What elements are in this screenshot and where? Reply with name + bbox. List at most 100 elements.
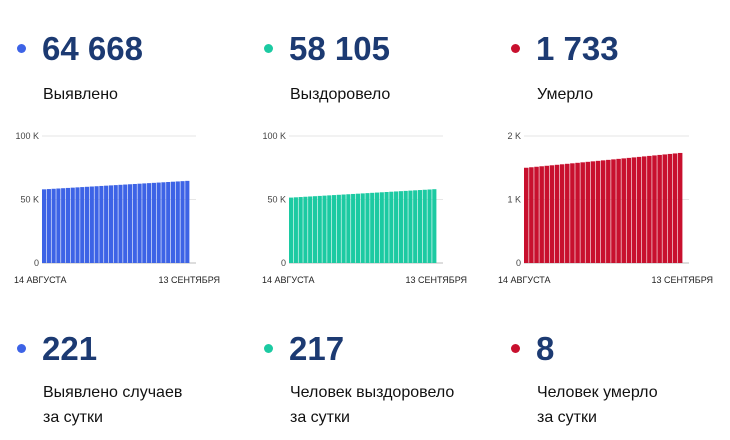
recovered-bar	[379, 192, 384, 263]
detected-label: Выявлено	[43, 86, 118, 103]
died-bar	[621, 158, 626, 263]
recovered-y-tick-label: 50 K	[267, 195, 286, 205]
detected-bar	[161, 182, 166, 263]
recovered-y-tick-label: 0	[281, 258, 286, 268]
died-bar	[554, 164, 560, 263]
detected-bar	[89, 186, 94, 263]
recovered-total: 58 105	[289, 30, 390, 67]
detected-bar	[137, 183, 142, 263]
died-label: Умерло	[537, 86, 594, 103]
died-bar	[534, 166, 539, 263]
detected-bar	[56, 188, 61, 263]
recovered-bar	[312, 196, 318, 263]
died-daily-value: 8	[536, 330, 555, 367]
detected-bar	[156, 182, 161, 263]
died-bar	[631, 157, 637, 263]
recovered-daily-label-2: за сутки	[290, 409, 350, 426]
died-daily-label-2: за сутки	[537, 409, 597, 426]
died-y-tick-label: 1 K	[507, 195, 521, 205]
detected-bar	[151, 182, 156, 263]
died-bar	[657, 154, 662, 263]
recovered-bar	[417, 190, 423, 263]
died-daily-dot-icon	[511, 344, 520, 353]
died-bar	[636, 156, 642, 263]
died-dot-icon	[511, 44, 520, 53]
recovered-bar	[336, 194, 341, 263]
recovered-bar	[398, 191, 403, 263]
detected-bar	[51, 188, 56, 263]
detected-daily-label-1: Выявлено случаев	[43, 384, 183, 401]
recovered-bar	[403, 190, 408, 263]
recovered-daily-label-1: Человек выздоровело	[290, 384, 455, 401]
died-bar	[575, 162, 580, 263]
detected-daily-dot-icon	[17, 344, 26, 353]
recovered-bar	[355, 193, 361, 263]
died-bar	[595, 160, 601, 263]
died-y-tick-label: 0	[516, 258, 521, 268]
recovered-bar	[427, 189, 432, 263]
detected-x-end-label: 13 СЕНТЯБРЯ	[158, 275, 220, 285]
detected-bar	[166, 182, 171, 263]
recovered-bar	[351, 193, 356, 263]
recovered-daily-value: 217	[289, 330, 345, 367]
recovered-bar	[317, 195, 322, 263]
died-bar	[544, 165, 550, 263]
died-bar	[662, 154, 668, 263]
recovered-bar	[303, 196, 308, 263]
died-bar	[606, 159, 611, 263]
detected-bar	[42, 189, 47, 263]
detected-bar	[123, 184, 128, 263]
recovered-dot-icon	[264, 44, 273, 53]
recovered-bar	[422, 189, 427, 263]
detected-bar	[127, 184, 133, 263]
detected-bar	[142, 183, 147, 263]
detected-bar	[132, 183, 137, 263]
detected-bar	[94, 186, 99, 263]
died-bar	[641, 156, 647, 263]
recovered-bar	[293, 197, 298, 263]
detected-y-tick-label: 50 K	[20, 195, 39, 205]
detected-bar	[147, 183, 152, 263]
died-bar	[652, 155, 657, 263]
detected-dot-icon	[17, 44, 26, 53]
detected-y-tick-label: 0	[34, 258, 39, 268]
detected-bar	[104, 185, 109, 263]
detected-bar	[175, 181, 180, 263]
died-bar	[585, 161, 591, 263]
detected-bar	[84, 186, 90, 263]
died-daily-label-1: Человек умерло	[537, 384, 658, 401]
died-bar	[549, 165, 555, 263]
recovered-bar	[384, 192, 389, 263]
died-bar	[580, 162, 585, 263]
died-total: 1 733	[536, 30, 619, 67]
died-bar	[667, 153, 673, 263]
recovered-x-start-label: 14 АВГУСТА	[262, 275, 315, 285]
died-bar	[565, 163, 570, 263]
detected-bar	[170, 181, 176, 263]
died-bar	[590, 161, 596, 263]
detected-bar	[70, 187, 75, 263]
recovered-bar	[374, 192, 380, 263]
died-x-end-label: 13 СЕНТЯБРЯ	[651, 275, 713, 285]
recovered-label: Выздоровело	[290, 86, 391, 103]
detected-bar	[80, 187, 85, 263]
detected-bar	[99, 185, 104, 263]
recovered-bar	[408, 190, 413, 263]
detected-y-tick-label: 100 K	[15, 131, 39, 141]
died-bar	[672, 153, 678, 263]
detected-bar	[65, 187, 71, 263]
died-bar	[559, 164, 565, 263]
died-bar	[529, 167, 534, 263]
detected-x-start-label: 14 АВГУСТА	[14, 275, 67, 285]
recovered-bar	[432, 189, 437, 263]
recovered-bar	[341, 194, 346, 263]
died-bar	[647, 155, 652, 263]
died-bar	[539, 166, 544, 263]
detected-bar	[75, 187, 80, 263]
died-x-start-label: 14 АВГУСТА	[498, 275, 551, 285]
died-bar	[611, 159, 616, 263]
detected-bar	[185, 180, 190, 263]
